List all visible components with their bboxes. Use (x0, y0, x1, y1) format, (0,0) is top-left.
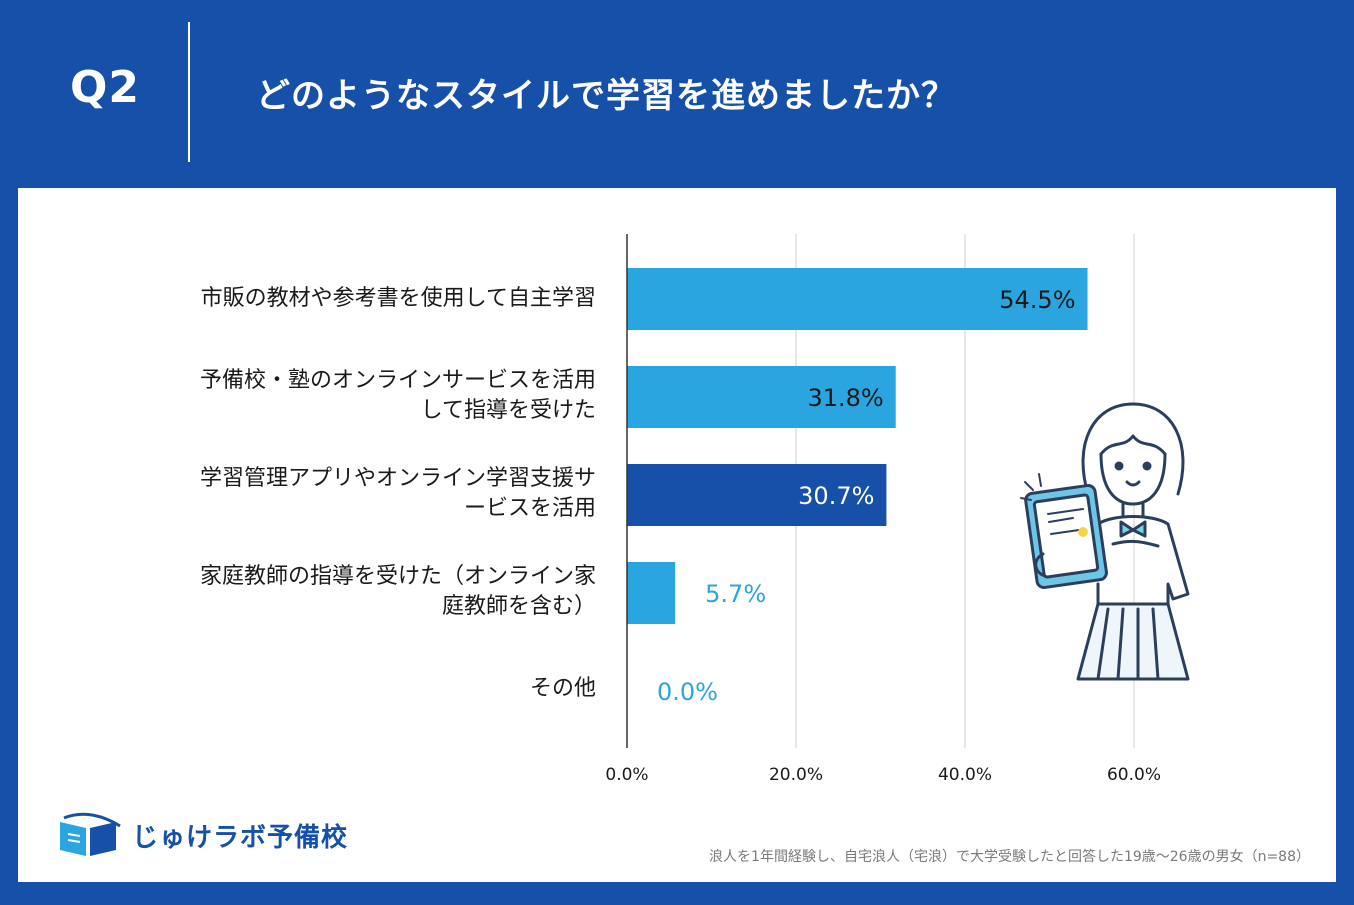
student-illustration (1020, 402, 1190, 681)
bar-value-label: 30.7% (798, 482, 874, 510)
bar-value-label: 54.5% (999, 286, 1075, 314)
chart-panel: 0.0% 20.0% 40.0% 60.0% 54.5% 31.8% 30.7% 5.7% 0.… (18, 188, 1336, 882)
category-label: 予備校・塾のオンラインサービスを活用 して指導を受けた (199, 368, 596, 423)
bar (627, 464, 887, 526)
x-tick-label: 40.0% (938, 765, 992, 785)
category-label: 学習管理アプリやオンライン学習支援サ ービスを活用 (199, 466, 596, 521)
bar (627, 366, 896, 428)
header-divider (188, 22, 190, 162)
question-number: Q2 (70, 62, 141, 113)
brand-logo: じゅけラボ予備校 (54, 810, 348, 860)
category-label: 家庭教師の指導を受けた（オンライン家 庭教師を含む） (199, 564, 596, 619)
book-icon (60, 812, 121, 856)
category-label: その他 (529, 676, 596, 701)
bar-value-label: 0.0% (657, 678, 718, 706)
bar-value-label: 5.7% (705, 580, 766, 608)
bar (627, 562, 676, 624)
brand-name: じゅけラボ予備校 (132, 822, 349, 853)
survey-footnote: 浪人を1年間経験し、自宅浪人（宅浪）で大学受験したと回答した19歳〜26歳の男女… (709, 849, 1310, 865)
bar-chart: 0.0% 20.0% 40.0% 60.0% 54.5% 31.8% 30.7% 5.7% 0.… (605, 234, 1161, 785)
question-title: どのようなスタイルで学習を進めましたか？ (256, 76, 956, 116)
bar-value-label: 31.8% (807, 384, 883, 412)
category-label: 市販の教材や参考書を使用して自主学習 (200, 286, 596, 311)
x-tick-label: 20.0% (769, 765, 823, 785)
bar (627, 268, 1088, 330)
x-tick-label: 0.0% (605, 765, 648, 785)
x-tick-label: 60.0% (1107, 765, 1161, 785)
